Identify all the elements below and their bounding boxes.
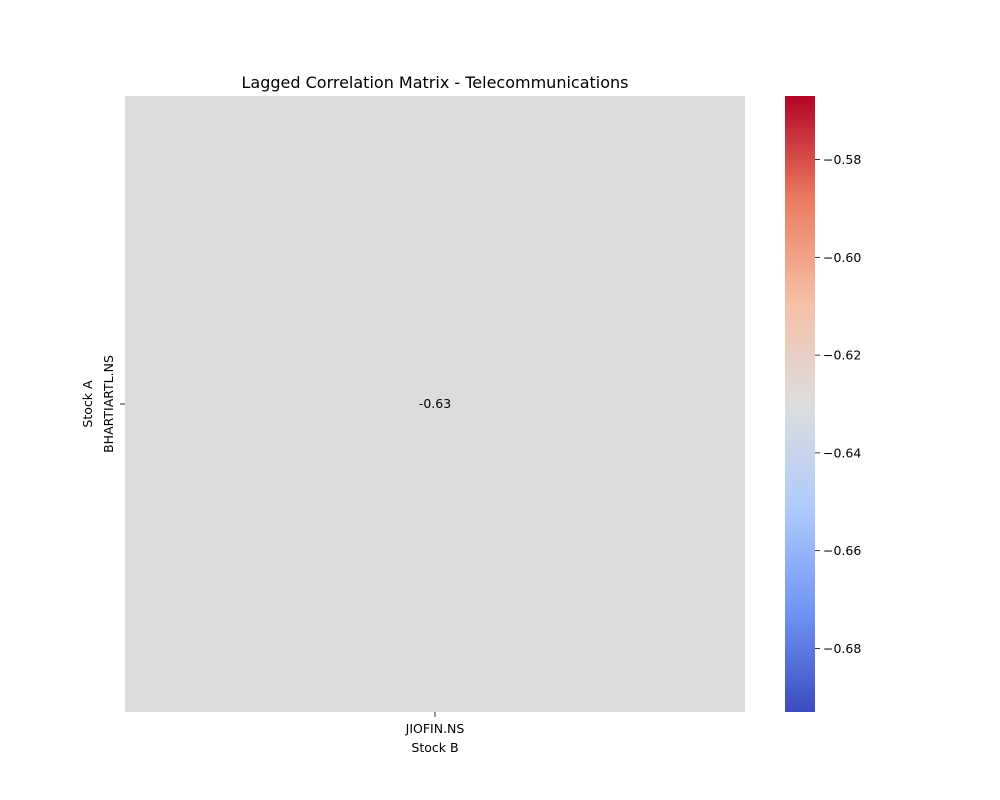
y-tick-label: BHARTIARTL.NS	[101, 355, 116, 453]
y-axis-label: Stock A	[80, 380, 95, 428]
plot-area: -0.63 JIOFIN.NS BHARTIARTL.NS	[101, 96, 745, 736]
cell-annotation: -0.63	[419, 396, 451, 411]
colorbar-tick-label: −0.64	[823, 445, 861, 460]
colorbar-tick-label: −0.60	[823, 250, 861, 265]
chart-title: Lagged Correlation Matrix - Telecommunic…	[241, 73, 628, 92]
x-axis-label: Stock B	[411, 740, 458, 755]
x-tick-label: JIOFIN.NS	[405, 721, 465, 736]
colorbar-tick-label: −0.62	[823, 348, 861, 363]
colorbar-tick-label: −0.68	[823, 641, 861, 656]
colorbar-tick-label: −0.58	[823, 152, 861, 167]
colorbar-gradient	[785, 96, 815, 712]
heatmap-cell	[125, 96, 745, 712]
colorbar-ticks: −0.58 −0.60 −0.62 −0.64 −0.66 −0.68	[815, 152, 861, 656]
colorbar: −0.58 −0.60 −0.62 −0.64 −0.66 −0.68	[785, 96, 861, 712]
colorbar-tick-label: −0.66	[823, 543, 861, 558]
